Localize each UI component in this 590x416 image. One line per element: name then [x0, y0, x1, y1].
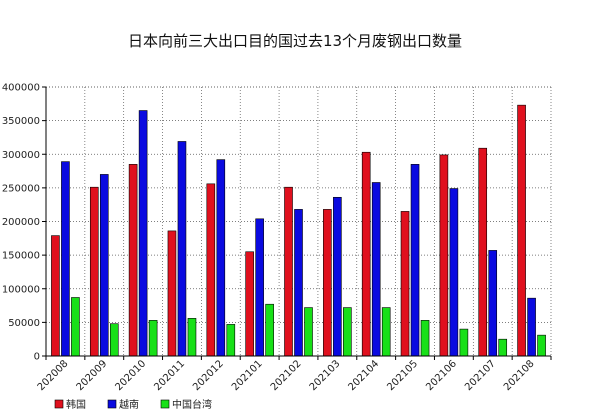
y-tick-label: 200000 [2, 217, 40, 228]
x-tick-label: 202106 [424, 358, 459, 393]
x-tick-label: 202102 [269, 358, 304, 393]
y-tick-label: 350000 [2, 116, 40, 127]
bar-0-5 [245, 251, 254, 357]
y-tick-label: 300000 [2, 150, 40, 161]
bar-0-9 [400, 211, 410, 357]
bar-2-3 [187, 318, 197, 357]
bar-0-3 [167, 230, 177, 357]
bar-0-2 [128, 164, 138, 357]
y-tick-labels: 0 50000 100000 150000 200000 250000 300000 3500… [2, 83, 40, 363]
legend-swatch-0 [54, 399, 64, 409]
x-tick-label: 202101 [230, 358, 265, 393]
bar-0-7 [323, 209, 332, 357]
bar-2-7 [343, 307, 352, 357]
x-tick-label: 202107 [463, 358, 498, 393]
legend-label-1: 越南 [119, 398, 139, 411]
y-tick-label: 250000 [2, 183, 40, 194]
x-tick-label: 202108 [502, 358, 537, 393]
axes [42, 86, 552, 360]
bar-0-11 [478, 147, 488, 357]
bar-1-10 [449, 188, 459, 357]
x-tick-label: 202009 [75, 358, 110, 393]
bar-0-8 [361, 151, 371, 357]
bar-0-10 [439, 154, 449, 357]
y-tick-label: 400000 [2, 83, 40, 94]
bar-1-3 [177, 141, 187, 357]
bar-0-0 [51, 235, 60, 357]
bar-2-8 [381, 307, 391, 357]
x-tick-label: 202008 [36, 358, 71, 393]
bar-1-2 [138, 110, 148, 357]
legend: 韩国 越南 中国台湾 [54, 398, 212, 411]
bar-1-6 [294, 209, 303, 357]
bar-2-5 [265, 303, 274, 357]
y-tick-label: 0 [34, 352, 40, 363]
bar-1-11 [488, 250, 498, 357]
bar-1-0 [61, 161, 70, 357]
bar-2-6 [304, 307, 313, 357]
bar-1-5 [255, 218, 264, 357]
chart-title: 日本向前三大出口目的国过去13个月废钢出口数量 [127, 32, 463, 50]
legend-swatch-2 [160, 399, 170, 409]
x-tick-labels: 202008 202009 202010 202011 202012 202101 2021… [36, 358, 537, 393]
legend-label-2: 中国台湾 [172, 398, 212, 411]
bar-0-4 [206, 183, 216, 357]
x-tick-label: 202104 [347, 358, 382, 393]
bar-1-12 [527, 297, 536, 357]
legend-label-0: 韩国 [66, 398, 86, 411]
y-tick-label: 150000 [2, 251, 40, 262]
x-tick-label: 202105 [385, 358, 420, 393]
x-tick-label: 202010 [113, 358, 148, 393]
bar-2-10 [459, 328, 469, 357]
bar-2-12 [537, 334, 546, 357]
x-tick-label: 202103 [308, 358, 343, 393]
bar-2-0 [71, 297, 80, 357]
bar-2-9 [420, 320, 430, 357]
bar-2-4 [226, 324, 236, 357]
bar-1-9 [410, 164, 420, 357]
bar-0-12 [517, 104, 526, 357]
bar-2-1 [109, 323, 119, 357]
bar-1-4 [216, 159, 226, 357]
bar-2-2 [148, 320, 158, 357]
bar-2-11 [498, 338, 508, 357]
y-tick-label: 50000 [8, 318, 40, 329]
y-tick-label: 100000 [2, 284, 40, 295]
bar-1-8 [371, 182, 381, 357]
bar-1-7 [333, 196, 342, 357]
bar-0-6 [284, 186, 293, 357]
bar-0-1 [89, 186, 99, 357]
x-tick-label: 202011 [152, 358, 187, 393]
x-tick-label: 202012 [191, 358, 226, 393]
bar-series [51, 104, 546, 357]
legend-swatch-1 [107, 399, 117, 409]
bar-1-1 [99, 174, 109, 357]
